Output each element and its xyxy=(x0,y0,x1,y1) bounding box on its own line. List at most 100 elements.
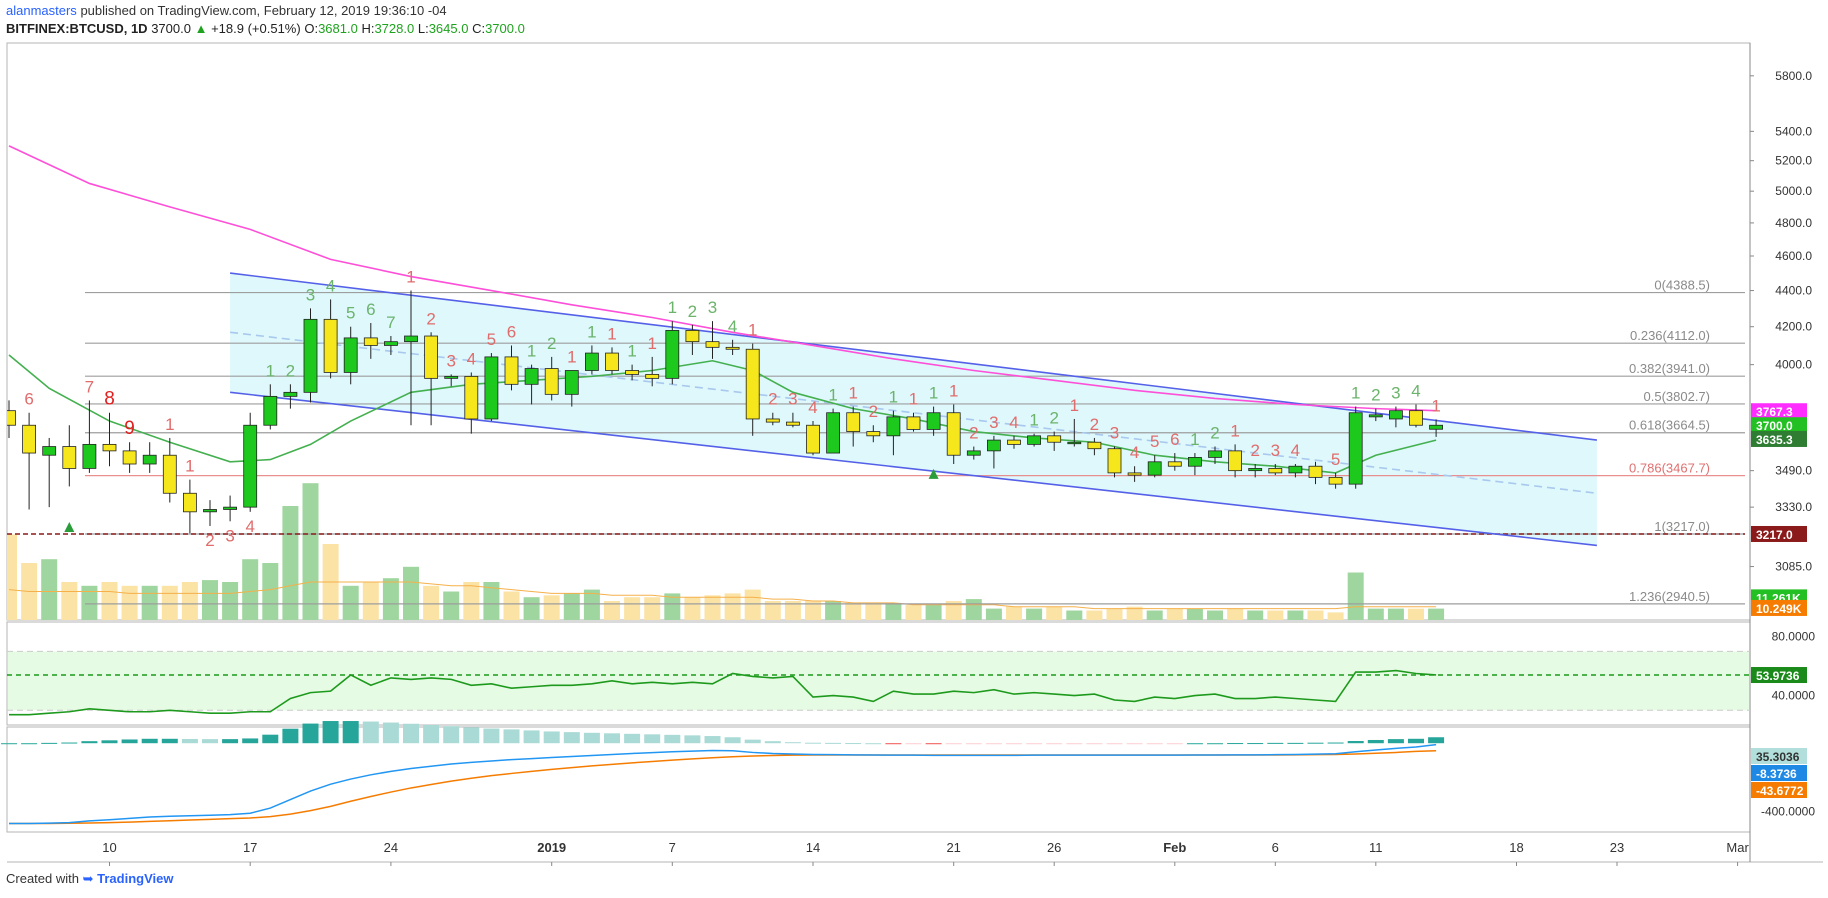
candle-body xyxy=(162,454,177,494)
td-count-label: 4 xyxy=(245,517,254,536)
td-count-label: 5 xyxy=(346,304,355,323)
macd-histogram-bar xyxy=(945,743,962,745)
macd-histogram-bar xyxy=(1428,737,1445,744)
candle-body xyxy=(343,337,358,373)
td-count-label: 3 xyxy=(708,298,717,317)
candle-body xyxy=(1328,476,1343,485)
td-count-label: 3 xyxy=(446,351,455,370)
macd-plot xyxy=(1,721,1445,825)
volume-bar xyxy=(1327,612,1344,620)
volume-bar xyxy=(1428,608,1445,620)
volume-bar xyxy=(644,597,661,620)
fib-level-label: 0.5(3802.7) xyxy=(1644,389,1711,404)
candle-body xyxy=(7,410,16,426)
volume-bar xyxy=(965,599,982,620)
td-count-label: 2 xyxy=(1250,441,1259,460)
td-count-label: 2 xyxy=(688,302,697,321)
td-count-label: 1 xyxy=(607,324,616,343)
rsi-axis-label: 80.0000 xyxy=(1772,630,1816,644)
fib-level-label: 0.618(3664.5) xyxy=(1629,418,1710,433)
macd-hist-tag-bg xyxy=(1751,748,1807,764)
macd-histogram-bar xyxy=(764,741,781,744)
candle-body xyxy=(605,352,619,371)
price-tag: 3217.0 xyxy=(1756,528,1793,542)
candle-body xyxy=(363,337,378,346)
macd-histogram-bar xyxy=(644,734,661,744)
price-tag: 3767.3 xyxy=(1756,405,1793,419)
td-count-label: 2 xyxy=(969,424,978,443)
volume-bar xyxy=(423,585,440,620)
volume-bar xyxy=(1126,606,1143,620)
td-count-label: 3 xyxy=(306,285,315,304)
price-tag: 3700.0 xyxy=(1756,419,1793,433)
macd-histogram-bar xyxy=(1,743,17,745)
macd-histogram-bar xyxy=(784,742,801,744)
price-plot-area: 0(4388.5) 0.236(4112.0) 0.382(3941.0) 0.5(3… xyxy=(7,145,1745,620)
rsi-plot xyxy=(7,650,1750,716)
macd-histogram-bar xyxy=(403,723,419,744)
macd-histogram-bar xyxy=(604,733,620,744)
volume-bar xyxy=(1367,608,1384,620)
td-count-label: 1 xyxy=(406,268,415,287)
macd-histogram-bar xyxy=(1006,743,1022,745)
macd-histogram-bar xyxy=(161,738,178,744)
volume-bar xyxy=(262,563,279,620)
candle-body xyxy=(826,412,840,454)
volume-bar xyxy=(362,582,379,620)
price-axis-label: 4800.0 xyxy=(1775,216,1812,230)
td-count-label: 9 xyxy=(124,418,135,439)
up-arrow-icon: ▲ xyxy=(194,21,208,36)
price-change: +18.9 (+0.51%) xyxy=(211,21,301,36)
candle-body xyxy=(243,424,258,508)
volume-bar xyxy=(764,601,781,620)
td-count-label: 1 xyxy=(949,382,958,401)
volume-bar xyxy=(845,602,862,620)
candle-body xyxy=(846,412,861,432)
volume-bar xyxy=(885,602,902,620)
candle-body xyxy=(22,424,37,454)
created-with-text: Created with xyxy=(6,871,79,886)
tradingview-link[interactable]: TradingView xyxy=(97,871,174,886)
candle-body xyxy=(1027,435,1041,445)
candle-body xyxy=(1389,410,1403,420)
volume-bar xyxy=(222,582,239,620)
volume-bar xyxy=(121,585,138,620)
fib-level-label: 0.382(3941.0) xyxy=(1629,361,1710,376)
volume-bar xyxy=(242,559,259,620)
volume-bar xyxy=(925,604,942,620)
candle-body xyxy=(564,370,579,395)
volume-bar xyxy=(302,483,319,620)
macd-histogram-bar xyxy=(1287,742,1304,744)
volume-bar xyxy=(1307,610,1324,620)
price-axis-label: 4200.0 xyxy=(1775,320,1812,334)
candle-body xyxy=(1047,435,1062,443)
author-link[interactable]: alanmasters xyxy=(6,3,77,18)
td-count-label: 1 xyxy=(185,457,194,476)
td-count-label: 4 xyxy=(808,398,817,417)
volume-bar xyxy=(825,601,842,620)
td-count-label: 1 xyxy=(1029,411,1038,430)
macd-histogram-bar xyxy=(1166,743,1183,745)
td-count-label: 2 xyxy=(1210,424,1219,443)
macd-histogram-bar xyxy=(443,726,460,744)
td-count-label: 2 xyxy=(1090,415,1099,434)
macd-histogram-bar xyxy=(382,722,399,744)
td-count-label: 4 xyxy=(1009,413,1018,432)
candle-body xyxy=(786,421,800,426)
macd-histogram-bar xyxy=(1086,743,1103,745)
candle-body xyxy=(765,418,780,423)
time-axis-label: 17 xyxy=(243,840,257,855)
candle-body xyxy=(383,341,398,346)
macd-histogram-bar xyxy=(905,743,922,745)
macd-histogram-bar xyxy=(523,730,540,744)
macd-histogram-bar xyxy=(1347,741,1364,744)
td-count-label: 1 xyxy=(828,386,837,405)
volume-bar xyxy=(985,608,1002,620)
td-count-label: 1 xyxy=(266,361,275,380)
publish-info: alanmasters published on TradingView.com… xyxy=(6,3,447,18)
td-count-label: 1 xyxy=(1070,396,1079,415)
symbol-legend: BITFINEX:BTCUSD, 1D 3700.0 ▲ +18.9 (+0.5… xyxy=(6,21,525,36)
candle-body xyxy=(62,446,77,469)
symbol-name[interactable]: BITFINEX:BTCUSD, 1D xyxy=(6,21,148,36)
